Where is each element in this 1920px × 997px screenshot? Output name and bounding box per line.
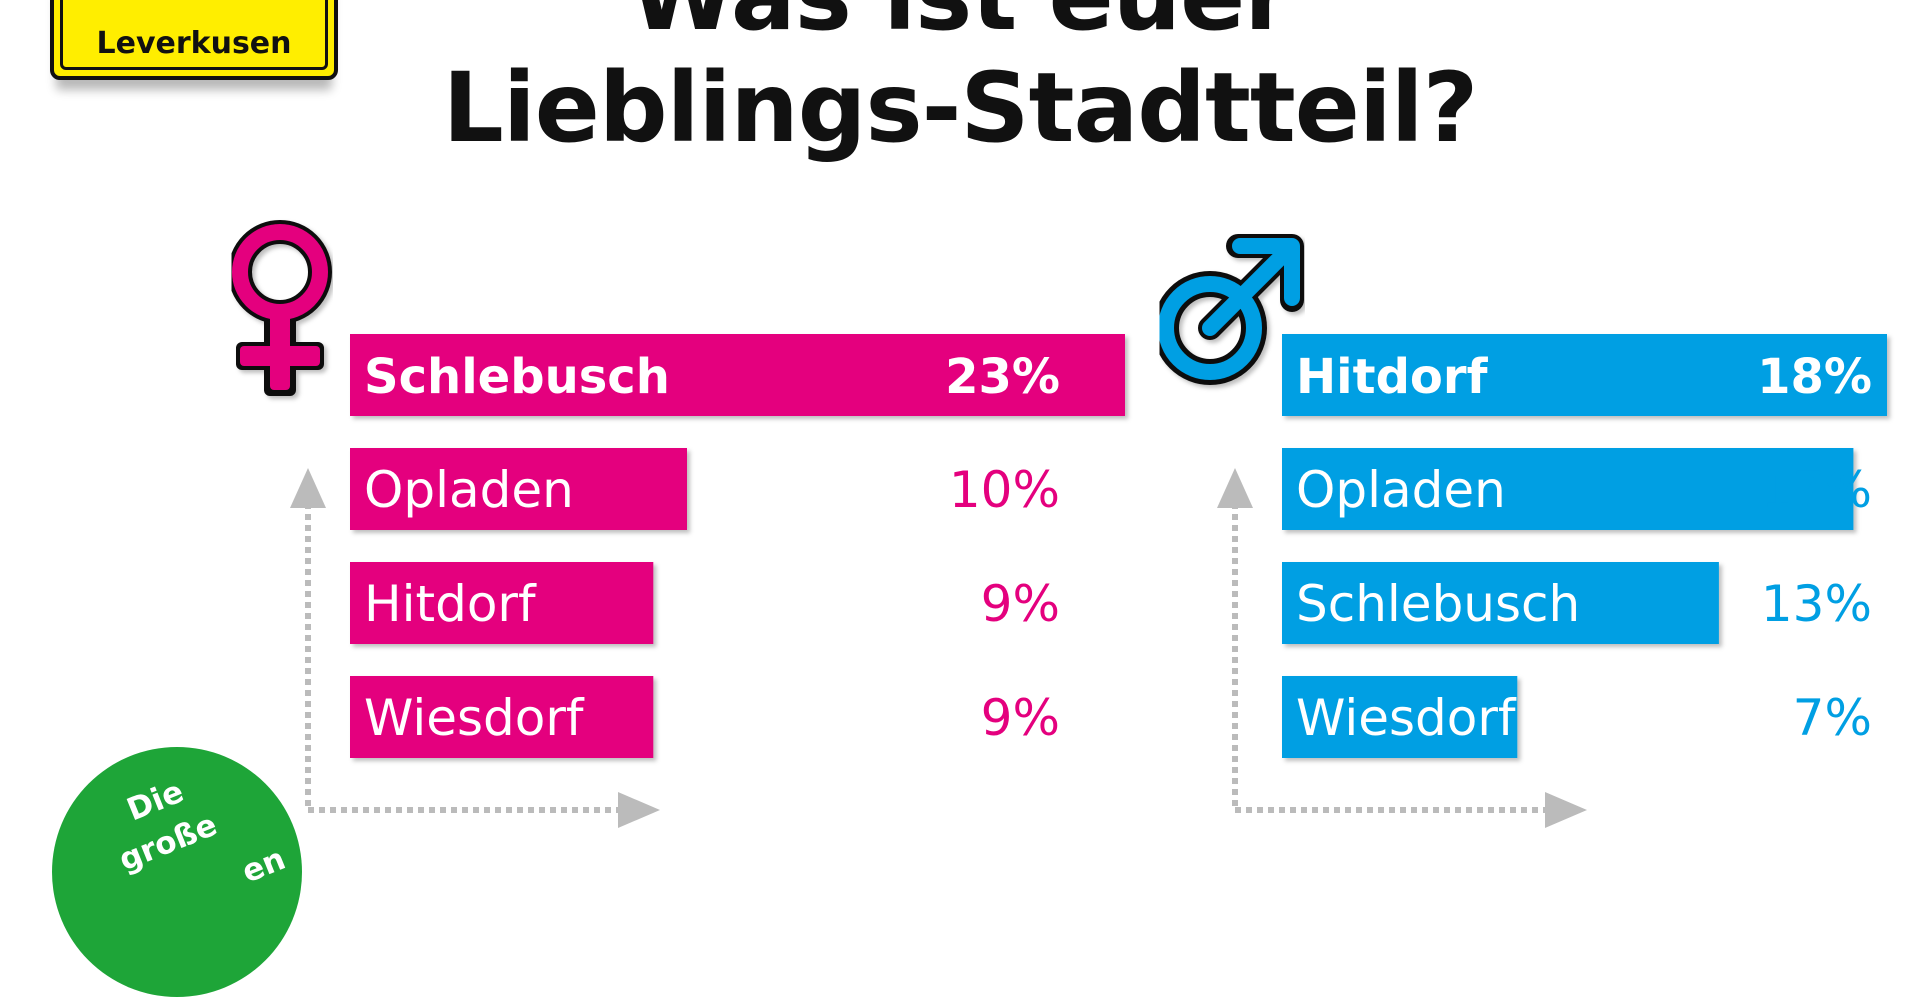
page-title-line-2: Lieblings-Stadtteil? [442, 52, 1479, 164]
male-bar-label-wiesdorf: Wiesdorf [1296, 689, 1517, 747]
male-bar-label-opladen: Opladen [1296, 461, 1506, 519]
male-value-label-schlebusch: 13% [1761, 575, 1872, 633]
city-sign-frame: Leverkusen [60, 0, 328, 70]
male-axes [1217, 468, 1587, 828]
city-sign: Leverkusen [50, 0, 338, 80]
badge-circle: Die große en [52, 747, 302, 997]
female-bar-schlebusch [350, 334, 1125, 416]
male-value-label-wiesdorf: 7% [1793, 689, 1872, 747]
male-symbol-icon [1153, 234, 1304, 385]
female-axes [290, 468, 660, 828]
page-title-line-1: Was ist euer [0, 0, 1920, 44]
badge-text-line-3: en [237, 840, 291, 891]
female-bar-hitdorf [350, 562, 654, 644]
male-bar-hitdorf [1282, 334, 1887, 416]
male-bar-wiesdorf [1282, 676, 1518, 758]
male-bar-label-hitdorf: Hitdorf [1296, 349, 1489, 405]
male-bar-schlebusch [1282, 562, 1719, 644]
male-bar-opladen [1282, 448, 1854, 530]
female-bar-label-schlebusch: Schlebusch [364, 349, 670, 405]
female-bar-label-hitdorf: Hitdorf [364, 575, 537, 633]
female-symbol-icon [228, 220, 332, 396]
bar-charts: Schlebusch 23% Opladen 10% Hitdorf 9% Wiesdorf… [228, 220, 1887, 828]
female-value-label-schlebusch: 23% [945, 349, 1060, 405]
female-value-label-hitdorf: 9% [981, 575, 1060, 633]
male-value-label-hitdorf: 18% [1757, 349, 1872, 405]
male-value-label-opladen: 17% [1761, 461, 1872, 519]
male-bar-chart: Hitdorf 18% Opladen 17% Schlebusch 13% Wiesdor… [1282, 334, 1887, 758]
female-bar-wiesdorf [350, 676, 654, 758]
female-value-label-wiesdorf: 9% [981, 689, 1060, 747]
female-bar-label-opladen: Opladen [364, 461, 574, 519]
female-bar-opladen [350, 448, 687, 530]
female-bar-label-wiesdorf: Wiesdorf [364, 689, 585, 747]
city-sign-label: Leverkusen [96, 26, 292, 61]
female-bar-chart: Schlebusch 23% Opladen 10% Hitdorf 9% Wiesdorf… [350, 334, 1125, 758]
female-value-label-opladen: 10% [949, 461, 1060, 519]
male-bar-label-schlebusch: Schlebusch [1296, 575, 1580, 633]
